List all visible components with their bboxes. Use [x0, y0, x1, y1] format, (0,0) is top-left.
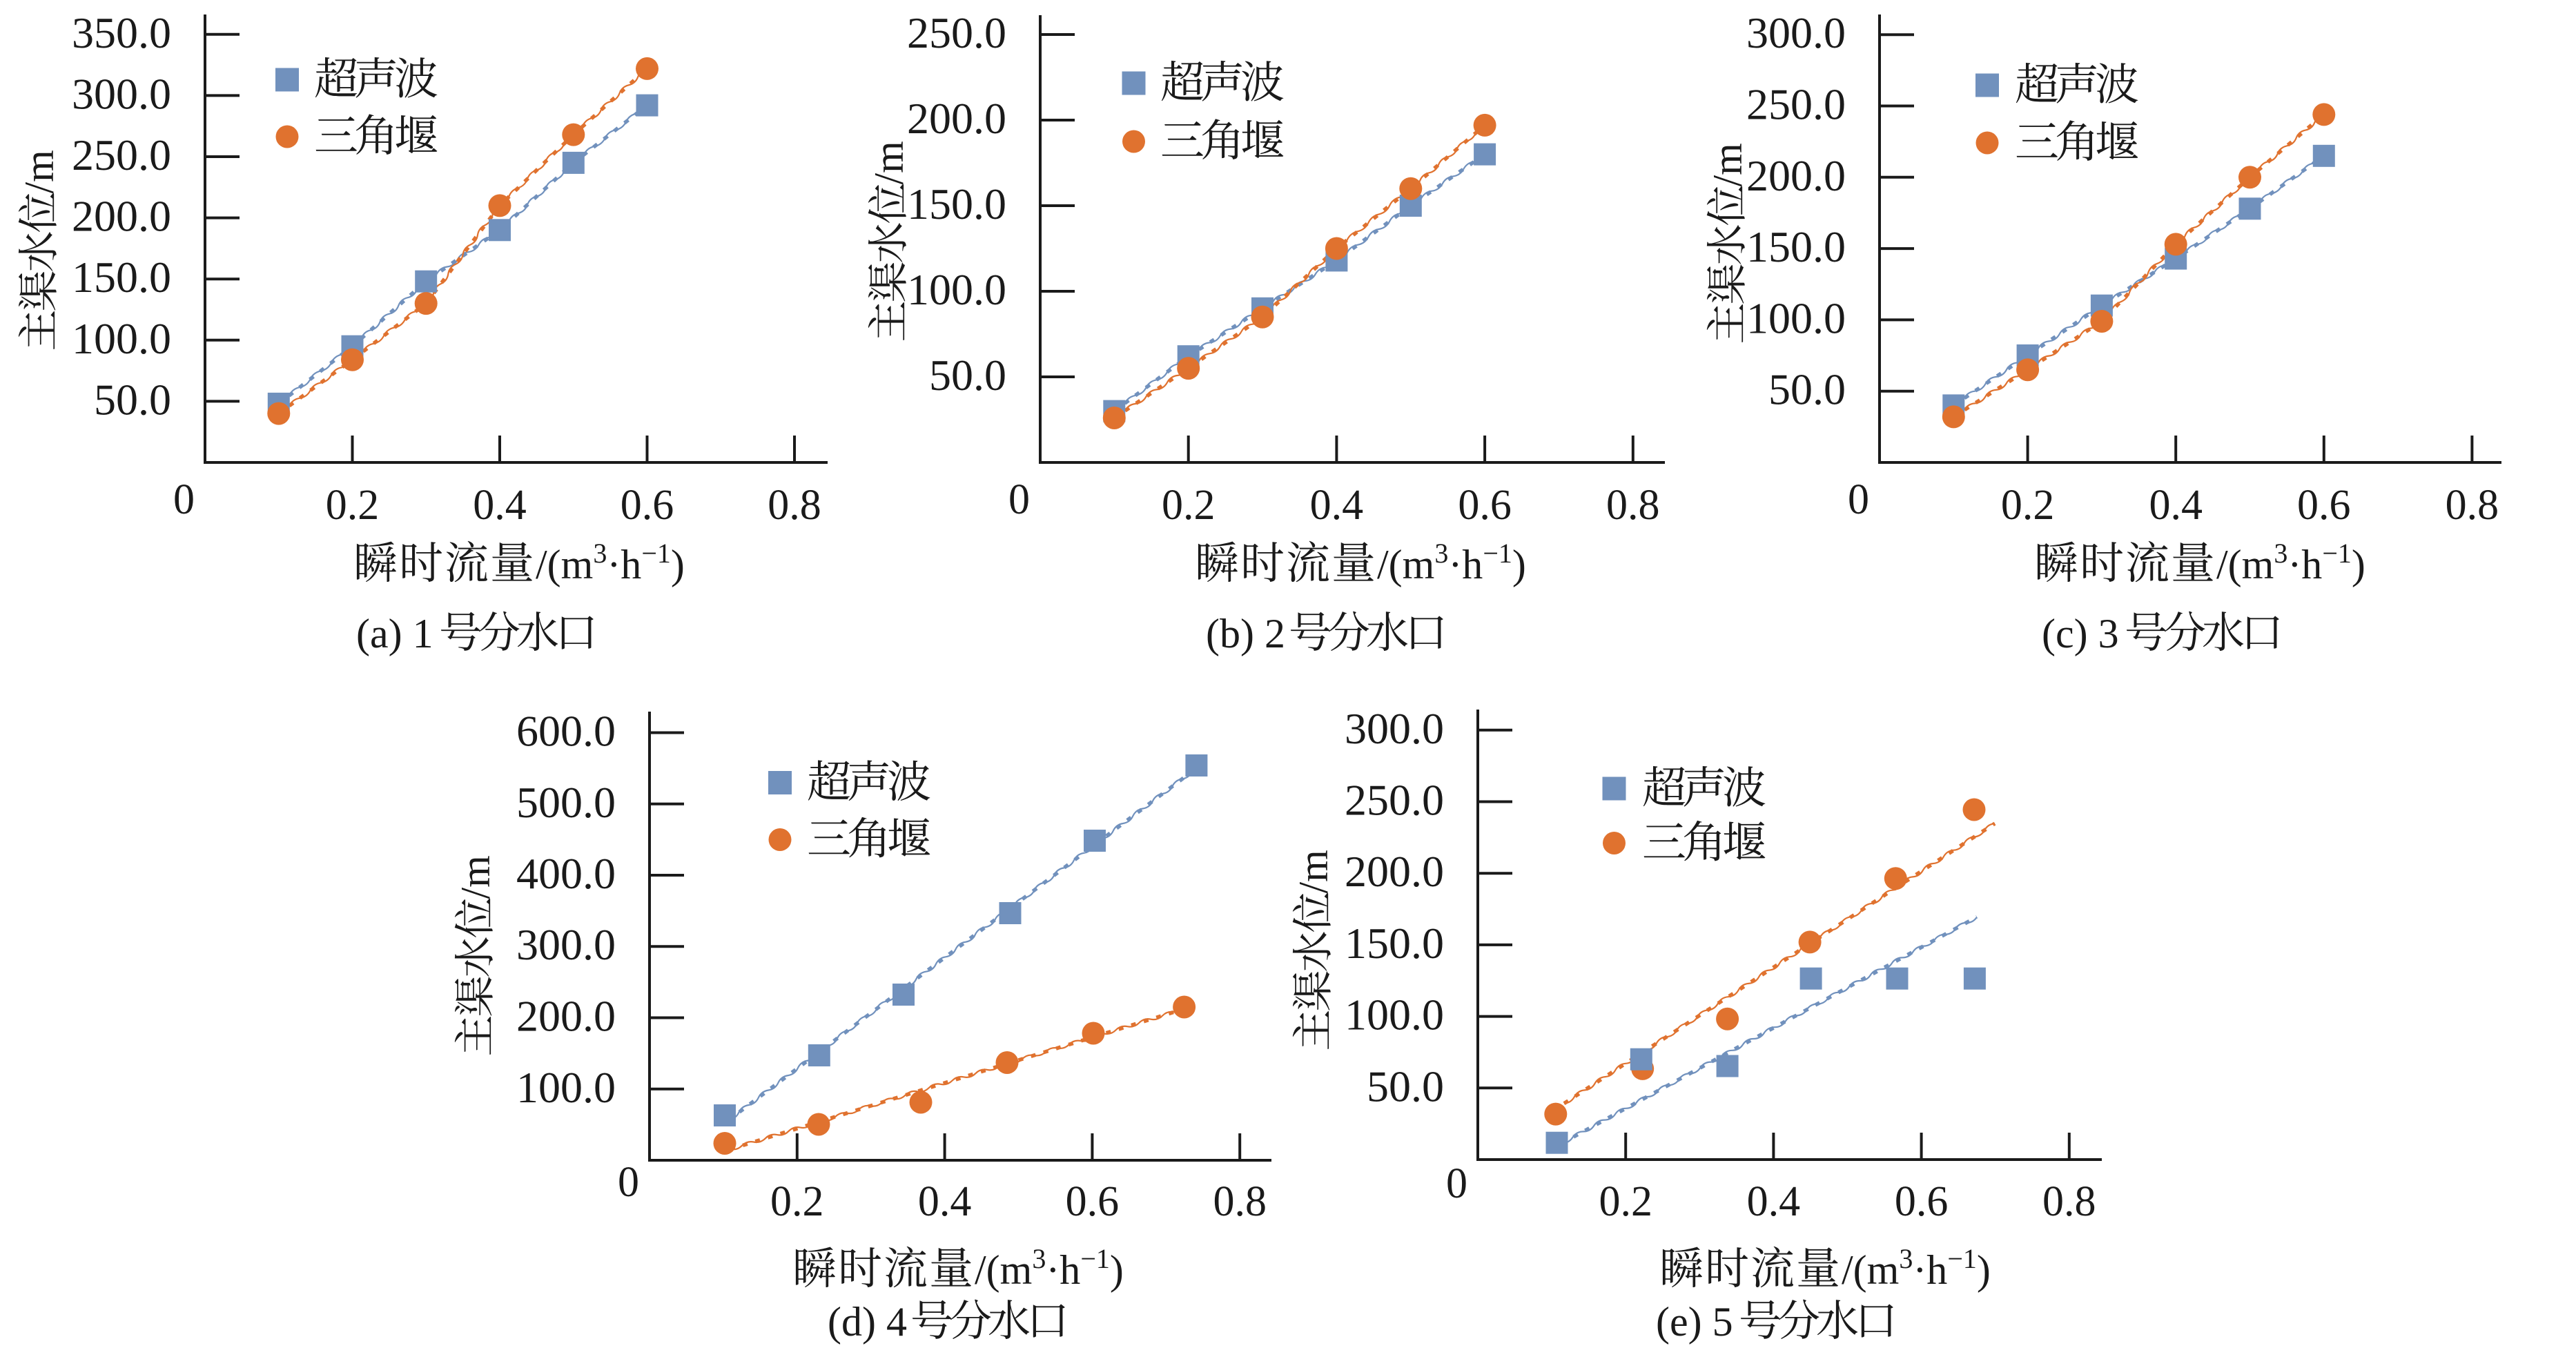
svg-text:0.6: 0.6: [1066, 1178, 1120, 1225]
svg-text:0.6: 0.6: [1895, 1178, 1949, 1225]
svg-text:/m: /m: [17, 150, 62, 193]
svg-text:0.2: 0.2: [326, 482, 380, 529]
svg-text:0.8: 0.8: [768, 482, 821, 529]
svg-text:250.0: 250.0: [1345, 776, 1444, 825]
svg-text:200.0: 200.0: [1345, 847, 1444, 896]
svg-text:150.0: 150.0: [1746, 222, 1846, 271]
svg-text:0.4: 0.4: [2149, 482, 2203, 529]
svg-text:0.4: 0.4: [918, 1178, 972, 1225]
svg-text:0.6: 0.6: [621, 482, 674, 529]
svg-text:300.0: 300.0: [1746, 8, 1846, 57]
svg-text:0.4: 0.4: [1310, 482, 1364, 529]
svg-text:600.0: 600.0: [516, 707, 616, 756]
svg-text:300.0: 300.0: [72, 69, 171, 118]
svg-text:(c) 3: (c) 3: [2042, 611, 2119, 656]
svg-text:0: 0: [173, 476, 195, 523]
svg-text:300.0: 300.0: [1345, 704, 1444, 753]
svg-text:0.8: 0.8: [2446, 482, 2499, 529]
svg-text:150.0: 150.0: [1345, 919, 1444, 968]
svg-text:250.0: 250.0: [1746, 80, 1846, 129]
svg-text:/(m3·h−1): /(m3·h−1): [1377, 538, 1526, 587]
svg-text:0.8: 0.8: [1606, 482, 1660, 529]
svg-text:0.8: 0.8: [2042, 1178, 2096, 1225]
svg-text:100.0: 100.0: [1746, 293, 1846, 342]
svg-text:0.8: 0.8: [1213, 1178, 1267, 1225]
svg-text:0.2: 0.2: [770, 1178, 824, 1225]
svg-text:0: 0: [1848, 476, 1869, 523]
svg-text:100.0: 100.0: [72, 314, 171, 363]
svg-text:0.4: 0.4: [1747, 1178, 1801, 1225]
svg-text:(b) 2: (b) 2: [1206, 611, 1285, 656]
svg-text:0.2: 0.2: [2001, 482, 2055, 529]
svg-text:/m: /m: [1705, 143, 1750, 186]
svg-text:100.0: 100.0: [907, 265, 1006, 314]
svg-text:150.0: 150.0: [72, 253, 171, 302]
svg-text:500.0: 500.0: [516, 778, 616, 827]
svg-text:250.0: 250.0: [72, 130, 171, 179]
svg-text:400.0: 400.0: [516, 849, 616, 898]
svg-text:/m: /m: [866, 141, 912, 184]
svg-text:0: 0: [618, 1159, 639, 1206]
svg-text:0.6: 0.6: [1458, 482, 1512, 529]
svg-text:50.0: 50.0: [1768, 365, 1846, 414]
svg-text:200.0: 200.0: [72, 192, 171, 241]
svg-text:/m: /m: [1291, 850, 1336, 893]
svg-text:0.4: 0.4: [473, 482, 527, 529]
svg-text:0.2: 0.2: [1599, 1178, 1652, 1225]
svg-text:(e) 5: (e) 5: [1656, 1299, 1733, 1345]
svg-text:0: 0: [1008, 476, 1030, 523]
svg-text:50.0: 50.0: [929, 351, 1006, 400]
svg-text:100.0: 100.0: [516, 1063, 616, 1112]
svg-text:100.0: 100.0: [1345, 990, 1444, 1039]
svg-text:/m: /m: [453, 855, 498, 899]
svg-text:300.0: 300.0: [516, 920, 616, 969]
svg-text:50.0: 50.0: [1367, 1062, 1444, 1111]
svg-text:(a) 1: (a) 1: [356, 611, 433, 656]
svg-text:200.0: 200.0: [907, 94, 1006, 143]
svg-text:0.6: 0.6: [2297, 482, 2351, 529]
svg-text:0: 0: [1446, 1160, 1467, 1207]
svg-text:200.0: 200.0: [1746, 151, 1846, 200]
svg-text:350.0: 350.0: [72, 8, 171, 57]
svg-text:150.0: 150.0: [907, 179, 1006, 228]
svg-text:200.0: 200.0: [516, 992, 616, 1041]
svg-text:0.2: 0.2: [1162, 482, 1216, 529]
svg-text:(d) 4: (d) 4: [828, 1299, 907, 1345]
svg-text:50.0: 50.0: [94, 375, 171, 424]
svg-text:250.0: 250.0: [907, 8, 1006, 57]
